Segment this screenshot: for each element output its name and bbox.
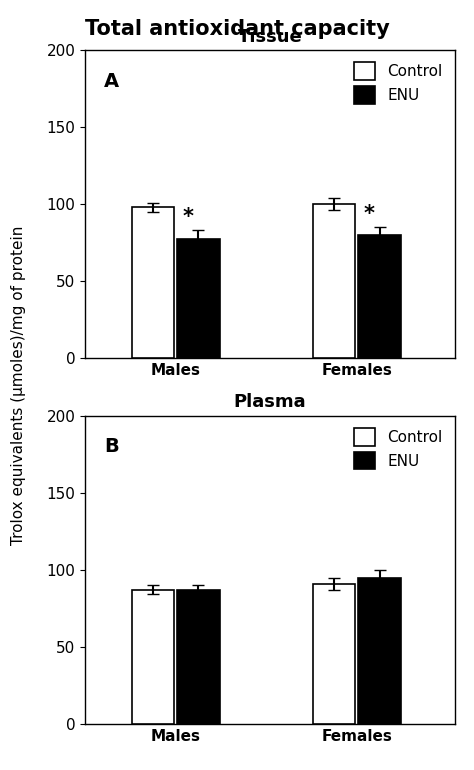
Bar [132,207,174,358]
Title: Tissue: Tissue [238,28,302,45]
Text: Trolox equivalents (μmoles)/mg of protein: Trolox equivalents (μmoles)/mg of protei… [11,226,27,544]
Bar [358,235,401,358]
Legend: Control, ENU: Control, ENU [349,424,447,474]
Text: B: B [104,437,118,457]
Bar [177,590,219,724]
Bar [132,590,174,724]
Text: *: * [182,207,193,227]
Text: *: * [364,204,374,224]
Text: Total antioxidant capacity: Total antioxidant capacity [85,19,389,39]
Bar [313,584,356,724]
Title: Plasma: Plasma [234,393,307,411]
Bar [313,204,356,358]
Bar [177,239,219,358]
Text: A: A [104,72,119,91]
Legend: Control, ENU: Control, ENU [349,58,447,109]
Bar [358,578,401,724]
